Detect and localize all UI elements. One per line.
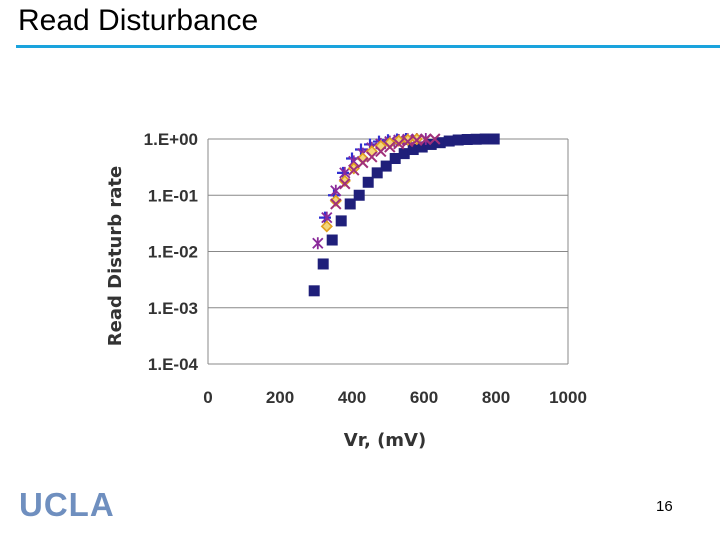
square-point [344,198,356,210]
page-number: 16 [656,498,673,515]
square-point [389,153,401,165]
square-point [362,176,374,188]
asterisk-point [312,237,324,250]
x-mark-point [384,141,396,153]
x-mark-point [330,198,342,210]
x-mark-point [348,164,360,176]
square-point [443,135,455,147]
diamond-point [320,220,333,233]
square-point [434,137,446,149]
y-tick-label: 1.E-01 [148,186,198,205]
square-point [425,138,437,150]
x-mark-point [429,133,441,145]
x-mark-point [411,134,423,146]
x-tick-label: 600 [410,388,438,407]
y-tick-label: 1.E-02 [148,243,198,262]
y-tick-label: 1.E+00 [144,130,198,149]
square-point [452,134,464,146]
x-tick-label: 1000 [549,388,587,407]
y-tick-label: 1.E-03 [148,299,198,318]
square-point [317,258,329,270]
square-point [398,148,410,160]
x-tick-label: 800 [482,388,510,407]
square-point [479,133,491,145]
x-axis-title: Vr, (mV) [344,430,426,451]
square-point [335,215,347,227]
square-point [488,133,500,145]
x-tick-labels: 0 200 400 600 800 1000 [203,388,587,407]
x-mark-point [402,135,414,148]
y-axis-title: Read Disturb rate [105,166,126,346]
plot-area [208,137,568,364]
x-mark-point [393,138,405,150]
square-point [380,160,392,172]
x-mark-point [357,156,369,169]
square-point [407,144,419,156]
ucla-logo: UCLA [19,486,115,523]
diamond-point [329,194,342,207]
square-point [470,133,482,145]
x-tick-label: 200 [266,388,294,407]
title-rule [16,45,720,48]
x-mark-point [339,178,351,190]
plus-point [355,143,367,156]
square-point [416,141,428,153]
x-mark-point [375,145,387,158]
x-mark-point [366,151,378,163]
square-point [326,234,338,246]
data-markers [308,132,500,297]
plus-point [319,211,331,224]
y-tick-label: 1.E-04 [148,355,199,374]
grid-layer [207,138,569,365]
square-point [308,285,320,297]
x-tick-label: 400 [338,388,366,407]
x-tick-label: 0 [203,388,212,407]
slide-title: Read Disturbance [18,4,259,37]
y-tick-labels: 1.E+00 1.E-01 1.E-02 1.E-03 1.E-04 [144,130,199,374]
square-point [371,167,383,179]
square-point [461,133,473,145]
x-mark-point [420,133,432,146]
square-point [353,189,365,201]
